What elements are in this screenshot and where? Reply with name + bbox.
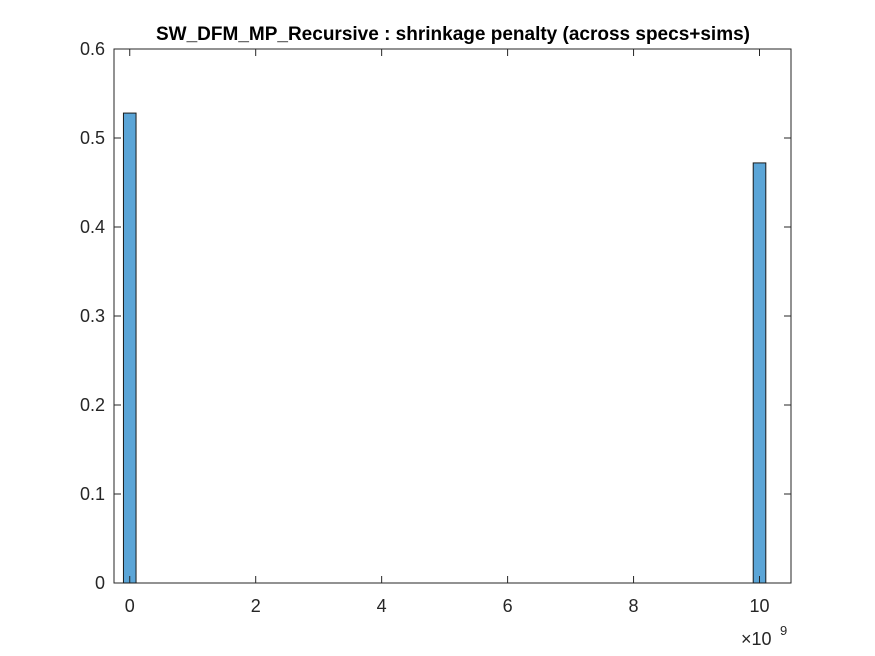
y-tick-label: 0.1: [80, 484, 105, 504]
axes-box: [113, 48, 792, 584]
y-tick-label: 0.5: [80, 128, 105, 148]
x-axis-multiplier-base: ×10: [741, 629, 772, 649]
x-tick-label: 2: [251, 596, 261, 616]
x-tick-label: 10: [749, 596, 769, 616]
bars: [122, 112, 767, 584]
y-tick-label: 0: [95, 573, 105, 593]
x-tick-label: 8: [629, 596, 639, 616]
histogram-bar: [752, 162, 767, 584]
y-axis-ticks: 0 0.1 0.2 0.3 0.4 0.5 0.6: [80, 39, 791, 593]
y-tick-label: 0.3: [80, 306, 105, 326]
y-tick-label: 0.2: [80, 395, 105, 415]
x-tick-label: 4: [377, 596, 387, 616]
y-tick-label: 0.6: [80, 39, 105, 59]
x-tick-label: 6: [503, 596, 513, 616]
x-tick-label: 0: [125, 596, 135, 616]
x-axis-ticks: 0 2 4 6 8 10: [125, 49, 770, 616]
x-axis-multiplier: ×10 9: [741, 623, 787, 649]
histogram-bar: [122, 112, 137, 584]
x-axis-multiplier-exponent: 9: [780, 623, 787, 638]
plot-area: 0 2 4 6 8 10 0 0.1 0.2 0.3 0.4 0.5 0.6: [80, 39, 792, 616]
chart-title: SW_DFM_MP_Recursive : shrinkage penalty …: [156, 24, 750, 45]
y-tick-label: 0.4: [80, 217, 105, 237]
